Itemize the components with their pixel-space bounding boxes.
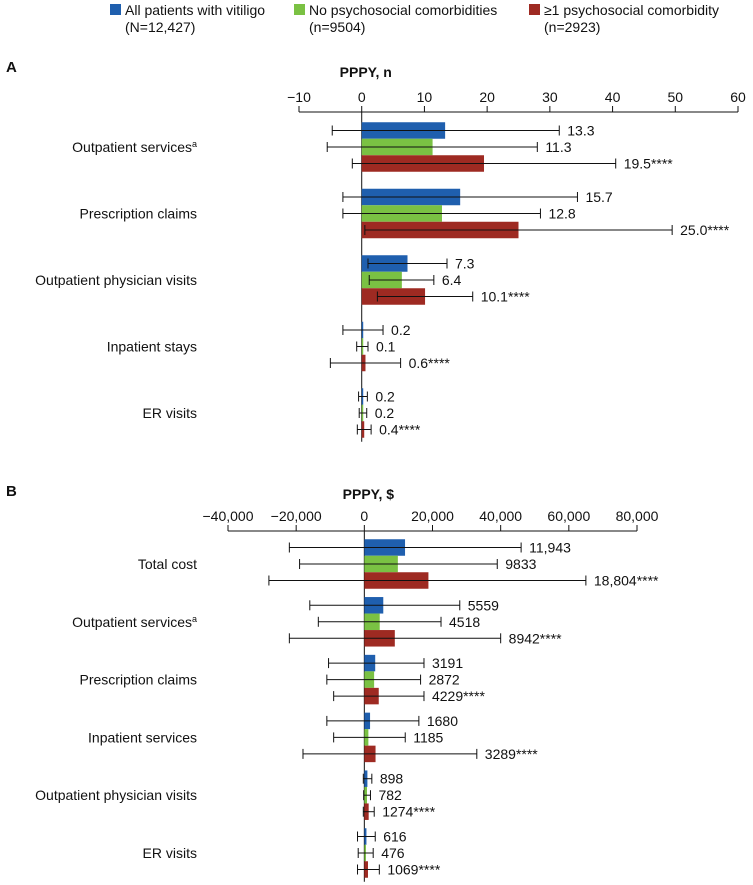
legend-swatch bbox=[294, 4, 305, 15]
category-label-text: ER visits bbox=[143, 845, 197, 861]
x-tick-label: −10 bbox=[287, 89, 311, 105]
data-label: 0.4**** bbox=[379, 422, 421, 438]
data-label: 1069**** bbox=[387, 862, 440, 878]
data-label: 3191 bbox=[432, 655, 463, 671]
data-label: 8942**** bbox=[509, 630, 562, 646]
data-label: 19.5**** bbox=[624, 156, 674, 172]
data-label: 12.8 bbox=[548, 206, 575, 222]
category-label-superscript: a bbox=[192, 139, 197, 149]
x-tick-label: 50 bbox=[667, 89, 683, 105]
x-tick-label: 0 bbox=[358, 89, 366, 105]
axis-title: PPPY, n bbox=[340, 64, 392, 80]
category-label-text: ER visits bbox=[143, 405, 197, 421]
data-label: 3289**** bbox=[485, 746, 538, 762]
data-label: 0.6**** bbox=[409, 355, 451, 371]
x-tick-label: 0 bbox=[360, 508, 368, 524]
data-label: 782 bbox=[378, 787, 402, 803]
category-label-text: Outpatient physician visits bbox=[35, 787, 197, 803]
legend-swatch bbox=[529, 4, 540, 15]
data-label: 7.3 bbox=[455, 256, 475, 272]
data-label: 11,943 bbox=[529, 540, 571, 556]
category-label-text: Outpatient physician visits bbox=[35, 272, 197, 288]
category-label-text: Prescription claims bbox=[80, 672, 197, 688]
legend-count: (n=9504) bbox=[309, 19, 365, 35]
category-label: Prescription claims bbox=[80, 672, 197, 688]
data-label: 616 bbox=[383, 829, 407, 845]
legend-label: All patients with vitiligo bbox=[125, 2, 265, 18]
data-label: 4229**** bbox=[432, 688, 485, 704]
category-label: Prescription claims bbox=[80, 206, 197, 222]
data-label: 0.2 bbox=[391, 322, 411, 338]
data-label: 4518 bbox=[449, 614, 480, 630]
x-tick-label: 60,000 bbox=[547, 508, 590, 524]
data-label: 9833 bbox=[505, 556, 536, 572]
category-label: Total cost bbox=[138, 556, 197, 572]
x-tick-label: 80,000 bbox=[616, 508, 659, 524]
x-tick-label: 30 bbox=[542, 89, 558, 105]
data-label: 13.3 bbox=[567, 123, 594, 139]
category-label-text: Inpatient stays bbox=[107, 339, 197, 355]
category-label: Outpatient physician visits bbox=[35, 272, 197, 288]
legend-swatch bbox=[110, 4, 121, 15]
data-label: 1680 bbox=[427, 713, 458, 729]
data-label: 1274**** bbox=[382, 804, 435, 820]
data-label: 476 bbox=[381, 845, 405, 861]
category-label: Outpatient servicesa bbox=[72, 614, 197, 630]
category-label-text: Outpatient services bbox=[72, 139, 192, 155]
category-label-text: Outpatient services bbox=[72, 614, 192, 630]
data-label: 0.2 bbox=[375, 389, 395, 405]
panel-label: A bbox=[6, 59, 17, 76]
data-label: 0.2 bbox=[375, 405, 395, 421]
category-label-text: Prescription claims bbox=[80, 206, 197, 222]
data-label: 2872 bbox=[429, 672, 460, 688]
x-tick-label: 20 bbox=[479, 89, 495, 105]
axis-title: PPPY, $ bbox=[343, 486, 395, 502]
data-label: 25.0**** bbox=[680, 222, 730, 238]
legend-label: No psychosocial comorbidities bbox=[309, 2, 497, 18]
x-tick-label: 10 bbox=[417, 89, 433, 105]
x-tick-label: 60 bbox=[730, 89, 746, 105]
data-label: 18,804**** bbox=[594, 573, 659, 589]
data-label: 0.1 bbox=[376, 339, 396, 355]
data-label: 11.3 bbox=[545, 139, 571, 155]
x-tick-label: 40 bbox=[605, 89, 621, 105]
category-label: ER visits bbox=[143, 845, 197, 861]
data-label: 15.7 bbox=[585, 189, 612, 205]
legend-count: (N=12,427) bbox=[125, 19, 195, 35]
category-label: Outpatient servicesa bbox=[72, 139, 197, 155]
data-label: 6.4 bbox=[442, 272, 462, 288]
x-tick-label: 40,000 bbox=[479, 508, 522, 524]
panel-label: B bbox=[6, 483, 17, 500]
category-label: Inpatient services bbox=[88, 729, 197, 745]
x-tick-label: −20,000 bbox=[271, 508, 322, 524]
category-label: Outpatient physician visits bbox=[35, 787, 197, 803]
x-tick-label: −40,000 bbox=[203, 508, 254, 524]
data-label: 1185 bbox=[413, 729, 443, 745]
category-label: ER visits bbox=[143, 405, 197, 421]
category-label-text: Total cost bbox=[138, 556, 197, 572]
data-label: 898 bbox=[380, 771, 404, 787]
legend-count: (n=2923) bbox=[544, 19, 600, 35]
category-label: Inpatient stays bbox=[107, 339, 197, 355]
x-tick-label: 20,000 bbox=[411, 508, 454, 524]
category-label-superscript: a bbox=[192, 614, 197, 624]
legend-label: ≥1 psychosocial comorbidity bbox=[544, 2, 719, 18]
data-label: 10.1**** bbox=[481, 289, 531, 305]
category-label-text: Inpatient services bbox=[88, 729, 197, 745]
data-label: 5559 bbox=[468, 597, 499, 613]
